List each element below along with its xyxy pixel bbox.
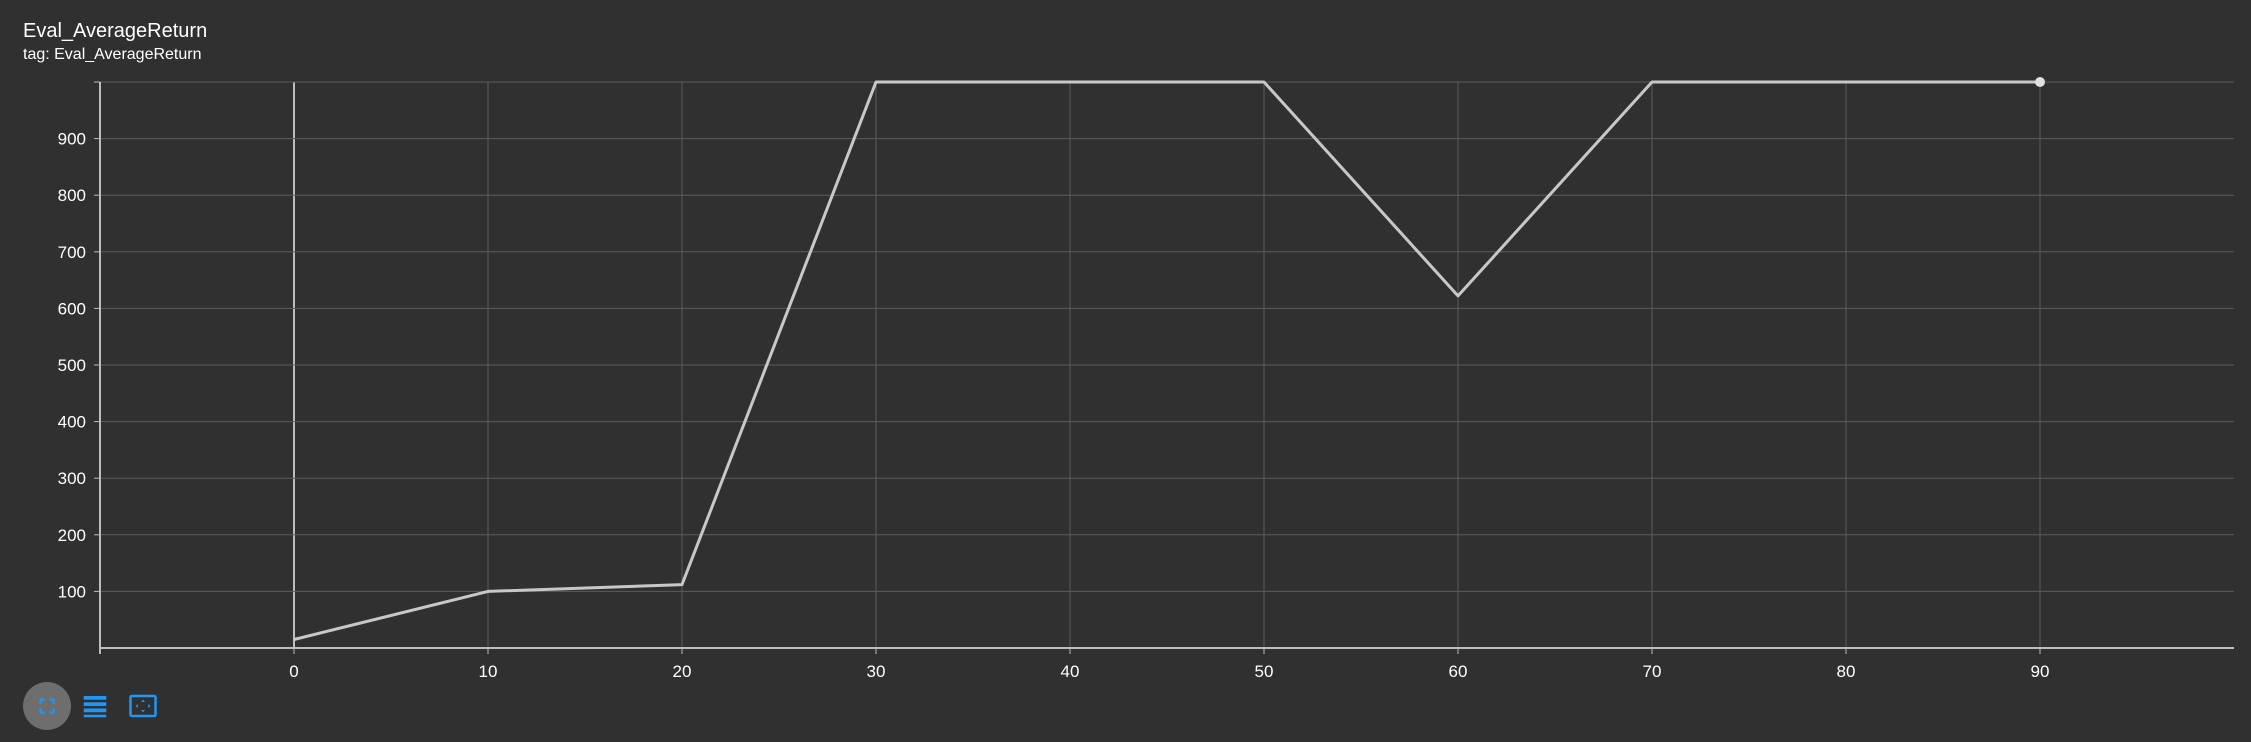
x-tick-label: 60 (1449, 662, 1468, 681)
y-tick-label: 900 (58, 130, 86, 149)
x-tick-label: 50 (1255, 662, 1274, 681)
y-tick-label: 600 (58, 299, 86, 318)
x-tick-label: 0 (289, 662, 298, 681)
fit-domain-icon (129, 694, 157, 718)
card-tag: tag: Eval_AverageReturn (23, 46, 202, 63)
series-endpoint-marker (2035, 77, 2045, 87)
x-tick-label: 40 (1061, 662, 1080, 681)
chart-toolbar (23, 682, 167, 730)
x-tick-label: 70 (1643, 662, 1662, 681)
y-tick-label: 500 (58, 356, 86, 375)
y-tick-label: 300 (58, 469, 86, 488)
x-tick-label: 30 (867, 662, 886, 681)
grid (100, 81, 2234, 648)
y-tick-label: 100 (58, 582, 86, 601)
x-tick-label: 90 (2031, 662, 2050, 681)
series-line (293, 80, 2040, 641)
y-tick-label: 400 (58, 413, 86, 432)
data-table-button[interactable] (71, 682, 119, 730)
fit-domain-button[interactable] (119, 682, 167, 730)
fullscreen-icon (39, 698, 55, 714)
tick-labels: 0 10 20 30 40 50 60 70 80 90 100 200 300 400 500 600 700… (58, 130, 2050, 681)
y-tick-label: 700 (58, 243, 86, 262)
fullscreen-button[interactable] (23, 682, 71, 730)
data-table-icon (83, 696, 107, 718)
x-tick-label: 20 (673, 662, 692, 681)
x-tick-label: 80 (1837, 662, 1856, 681)
card-title: Eval_AverageReturn (23, 20, 208, 42)
y-tick-label: 200 (58, 526, 86, 545)
x-tick-label: 10 (479, 662, 498, 681)
axes (94, 81, 2234, 654)
series-layer (293, 77, 2045, 641)
y-tick-label: 800 (58, 186, 86, 205)
